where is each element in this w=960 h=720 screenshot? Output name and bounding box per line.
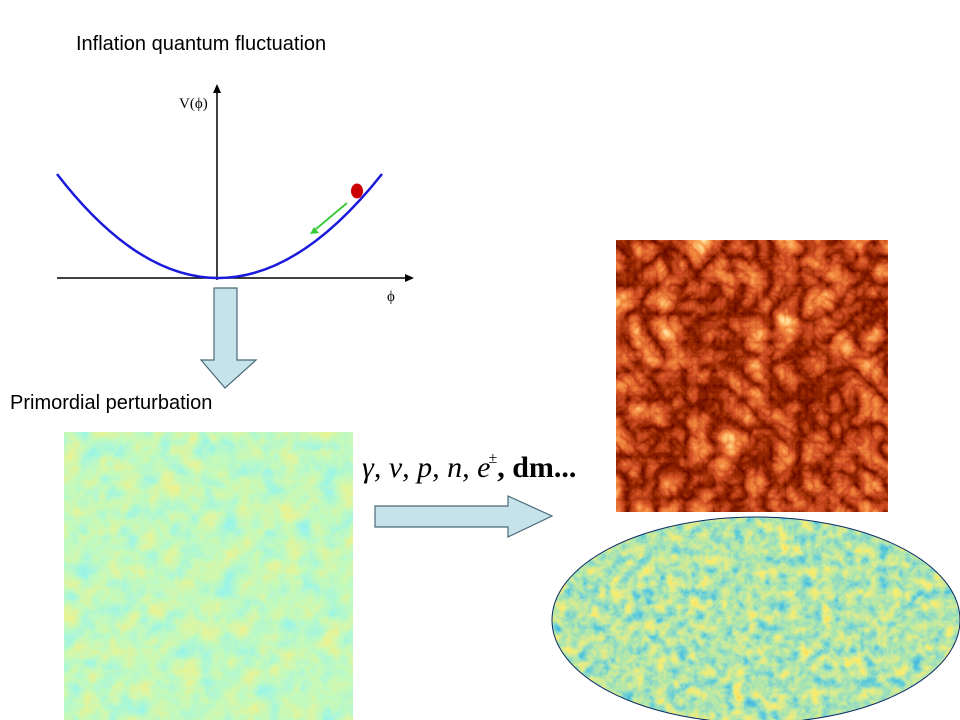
down-arrow — [199, 287, 258, 389]
cosmic-web-map — [616, 240, 888, 512]
y-axis-arrowhead — [213, 84, 221, 93]
roll-arrow-head — [310, 227, 319, 234]
positron-superscript: ± — [488, 450, 498, 467]
primordial-field-map — [64, 432, 353, 720]
x-axis-arrowhead — [405, 274, 414, 282]
x-axis-label: ϕ — [387, 289, 395, 305]
inflation-title: Inflation quantum fluctuation — [76, 33, 327, 55]
roll-arrow-line — [315, 202, 348, 230]
primordial-title: Primordial perturbation — [10, 392, 213, 414]
cmb-outline — [551, 516, 960, 720]
particle-symbols: γ, ν, p, n, e — [362, 451, 491, 484]
inflaton-ball — [351, 183, 363, 199]
right-arrow — [374, 495, 554, 538]
particle-tail: , dm... — [497, 451, 577, 484]
cmb-sky-map — [552, 517, 960, 720]
cmb-anisotropy-field — [552, 517, 960, 720]
potential-curve — [56, 173, 383, 280]
particle-list: γ, ν, p, n, e±, dm... — [362, 450, 576, 485]
y-axis-label: V(ϕ) — [179, 96, 208, 112]
potential-plot: V(ϕ) ϕ — [56, 84, 414, 305]
